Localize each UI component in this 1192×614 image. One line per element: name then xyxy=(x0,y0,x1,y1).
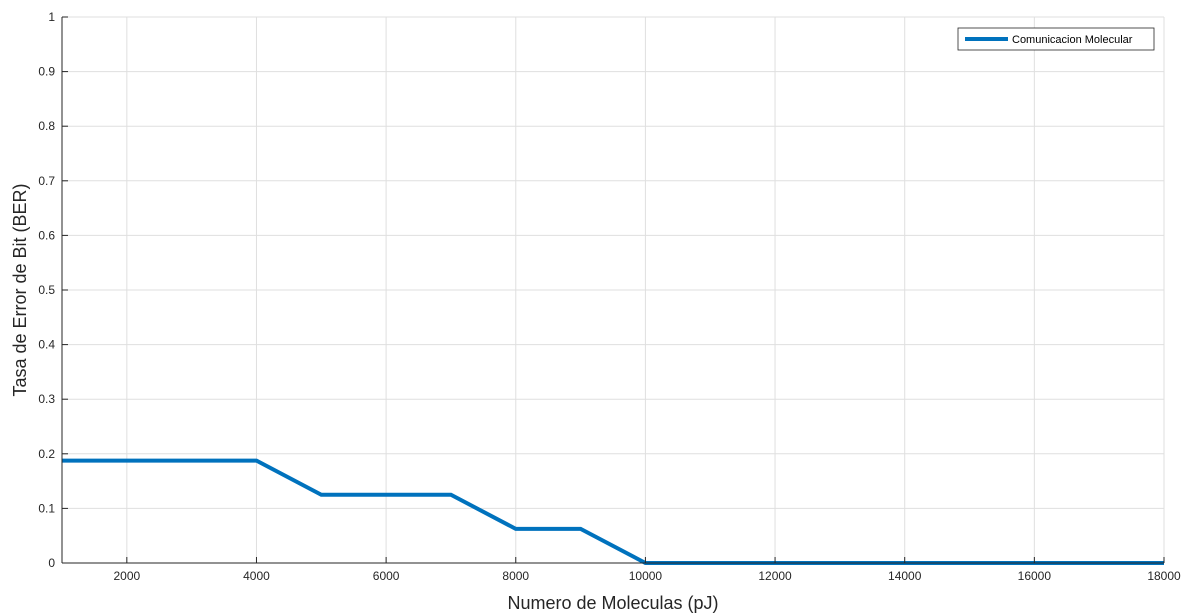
y-axis-title: Tasa de Error de Bit (BER) xyxy=(10,183,30,396)
x-tick-label: 8000 xyxy=(502,569,529,583)
y-tick-label: 0.7 xyxy=(38,174,55,188)
x-axis-title: Numero de Moleculas (pJ) xyxy=(507,593,718,613)
y-tick-label: 0.5 xyxy=(38,283,55,297)
legend-box xyxy=(957,27,1155,51)
x-tick-label: 2000 xyxy=(113,569,140,583)
y-tick-label: 0 xyxy=(48,556,55,570)
legend-label-comunicacion-molecular: Comunicacion Molecular xyxy=(1012,34,1133,46)
x-tick-label: 14000 xyxy=(888,569,922,583)
y-tick-label: 0.3 xyxy=(38,392,55,406)
axes-layer xyxy=(61,16,1165,564)
y-tick-label: 1 xyxy=(48,10,55,24)
tick-labels: 2000 4000 6000 8000 10000 12000 14000 16000 1800… xyxy=(38,10,1181,583)
y-tick-label: 0.2 xyxy=(38,447,55,461)
y-tick-label: 0.4 xyxy=(38,338,55,352)
x-tick-label: 4000 xyxy=(243,569,270,583)
x-tick-label: 6000 xyxy=(373,569,400,583)
x-tick-label: 18000 xyxy=(1147,569,1181,583)
legend: Comunicacion Molecular xyxy=(957,27,1155,51)
x-tick-label: 10000 xyxy=(629,569,663,583)
y-tick-label: 0.1 xyxy=(38,501,55,515)
x-tick-label: 12000 xyxy=(758,569,792,583)
y-tick-label: 0.6 xyxy=(38,228,55,242)
y-tick-label: 0.8 xyxy=(38,119,55,133)
y-tick-label: 0.9 xyxy=(38,65,55,79)
x-tick-label: 16000 xyxy=(1018,569,1052,583)
